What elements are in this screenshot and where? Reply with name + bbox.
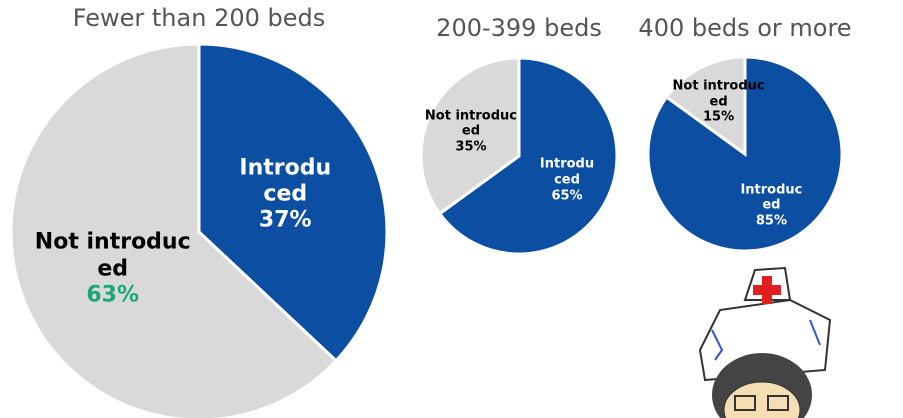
doctor-illustration (700, 268, 830, 418)
chart-title: 400 beds or more (638, 14, 851, 42)
value-label: 35% (421, 139, 521, 155)
value-label: 37% (235, 208, 335, 234)
value-label: 85% (738, 214, 804, 230)
value-label: 63% (33, 283, 193, 309)
category-label: Not introduced (669, 79, 769, 110)
chart-title: 200-399 beds (436, 14, 602, 42)
chart-title: Fewer than 200 beds (73, 4, 326, 32)
page: Fewer than 200 bedsIntroduced37%Not intr… (0, 0, 903, 418)
value-label: 65% (537, 188, 597, 204)
category-label: Introduced (235, 155, 335, 208)
value-label: 15% (669, 110, 769, 126)
category-label: Not introduced (33, 230, 193, 283)
category-label: Not introduced (421, 108, 521, 139)
category-label: Introduced (738, 182, 804, 213)
category-label: Introduced (537, 157, 597, 188)
